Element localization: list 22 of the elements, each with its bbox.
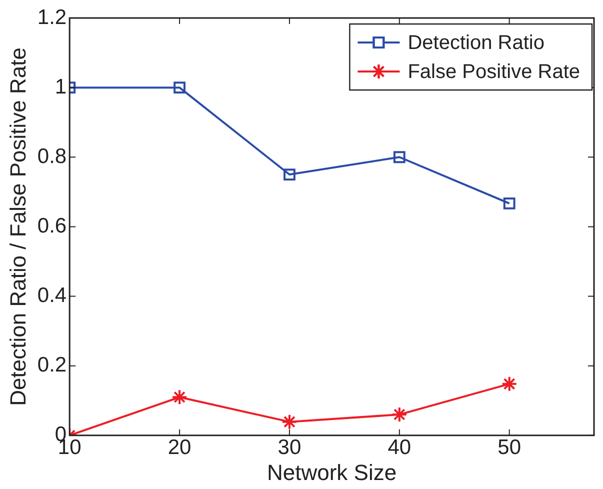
y-tick-label: 0.4 bbox=[37, 284, 67, 308]
y-tick-label: 0.6 bbox=[37, 214, 67, 238]
y-tick-label: 1 bbox=[54, 75, 67, 98]
y-tick-label: 1.2 bbox=[37, 6, 67, 29]
y-axis-title: Detection Ratio / False Positive Rate bbox=[5, 48, 30, 406]
legend-label: False Positive Rate bbox=[408, 61, 580, 84]
point bbox=[503, 197, 516, 210]
x-tick-label: 40 bbox=[388, 436, 412, 459]
point bbox=[172, 389, 188, 406]
legend-label: Detection Ratio bbox=[408, 32, 544, 54]
point bbox=[393, 151, 406, 164]
y-tick-label: 0.2 bbox=[37, 354, 67, 377]
point bbox=[281, 414, 298, 430]
x-tick-label: 30 bbox=[278, 436, 302, 459]
point bbox=[174, 82, 186, 94]
x-tick-label: 50 bbox=[498, 436, 522, 459]
x-axis-title: Network Size bbox=[267, 460, 397, 485]
y-tick-label: 0.8 bbox=[37, 144, 67, 168]
point bbox=[391, 406, 408, 423]
point bbox=[284, 168, 296, 180]
x-tick-label: 20 bbox=[168, 436, 192, 459]
point bbox=[501, 376, 518, 392]
